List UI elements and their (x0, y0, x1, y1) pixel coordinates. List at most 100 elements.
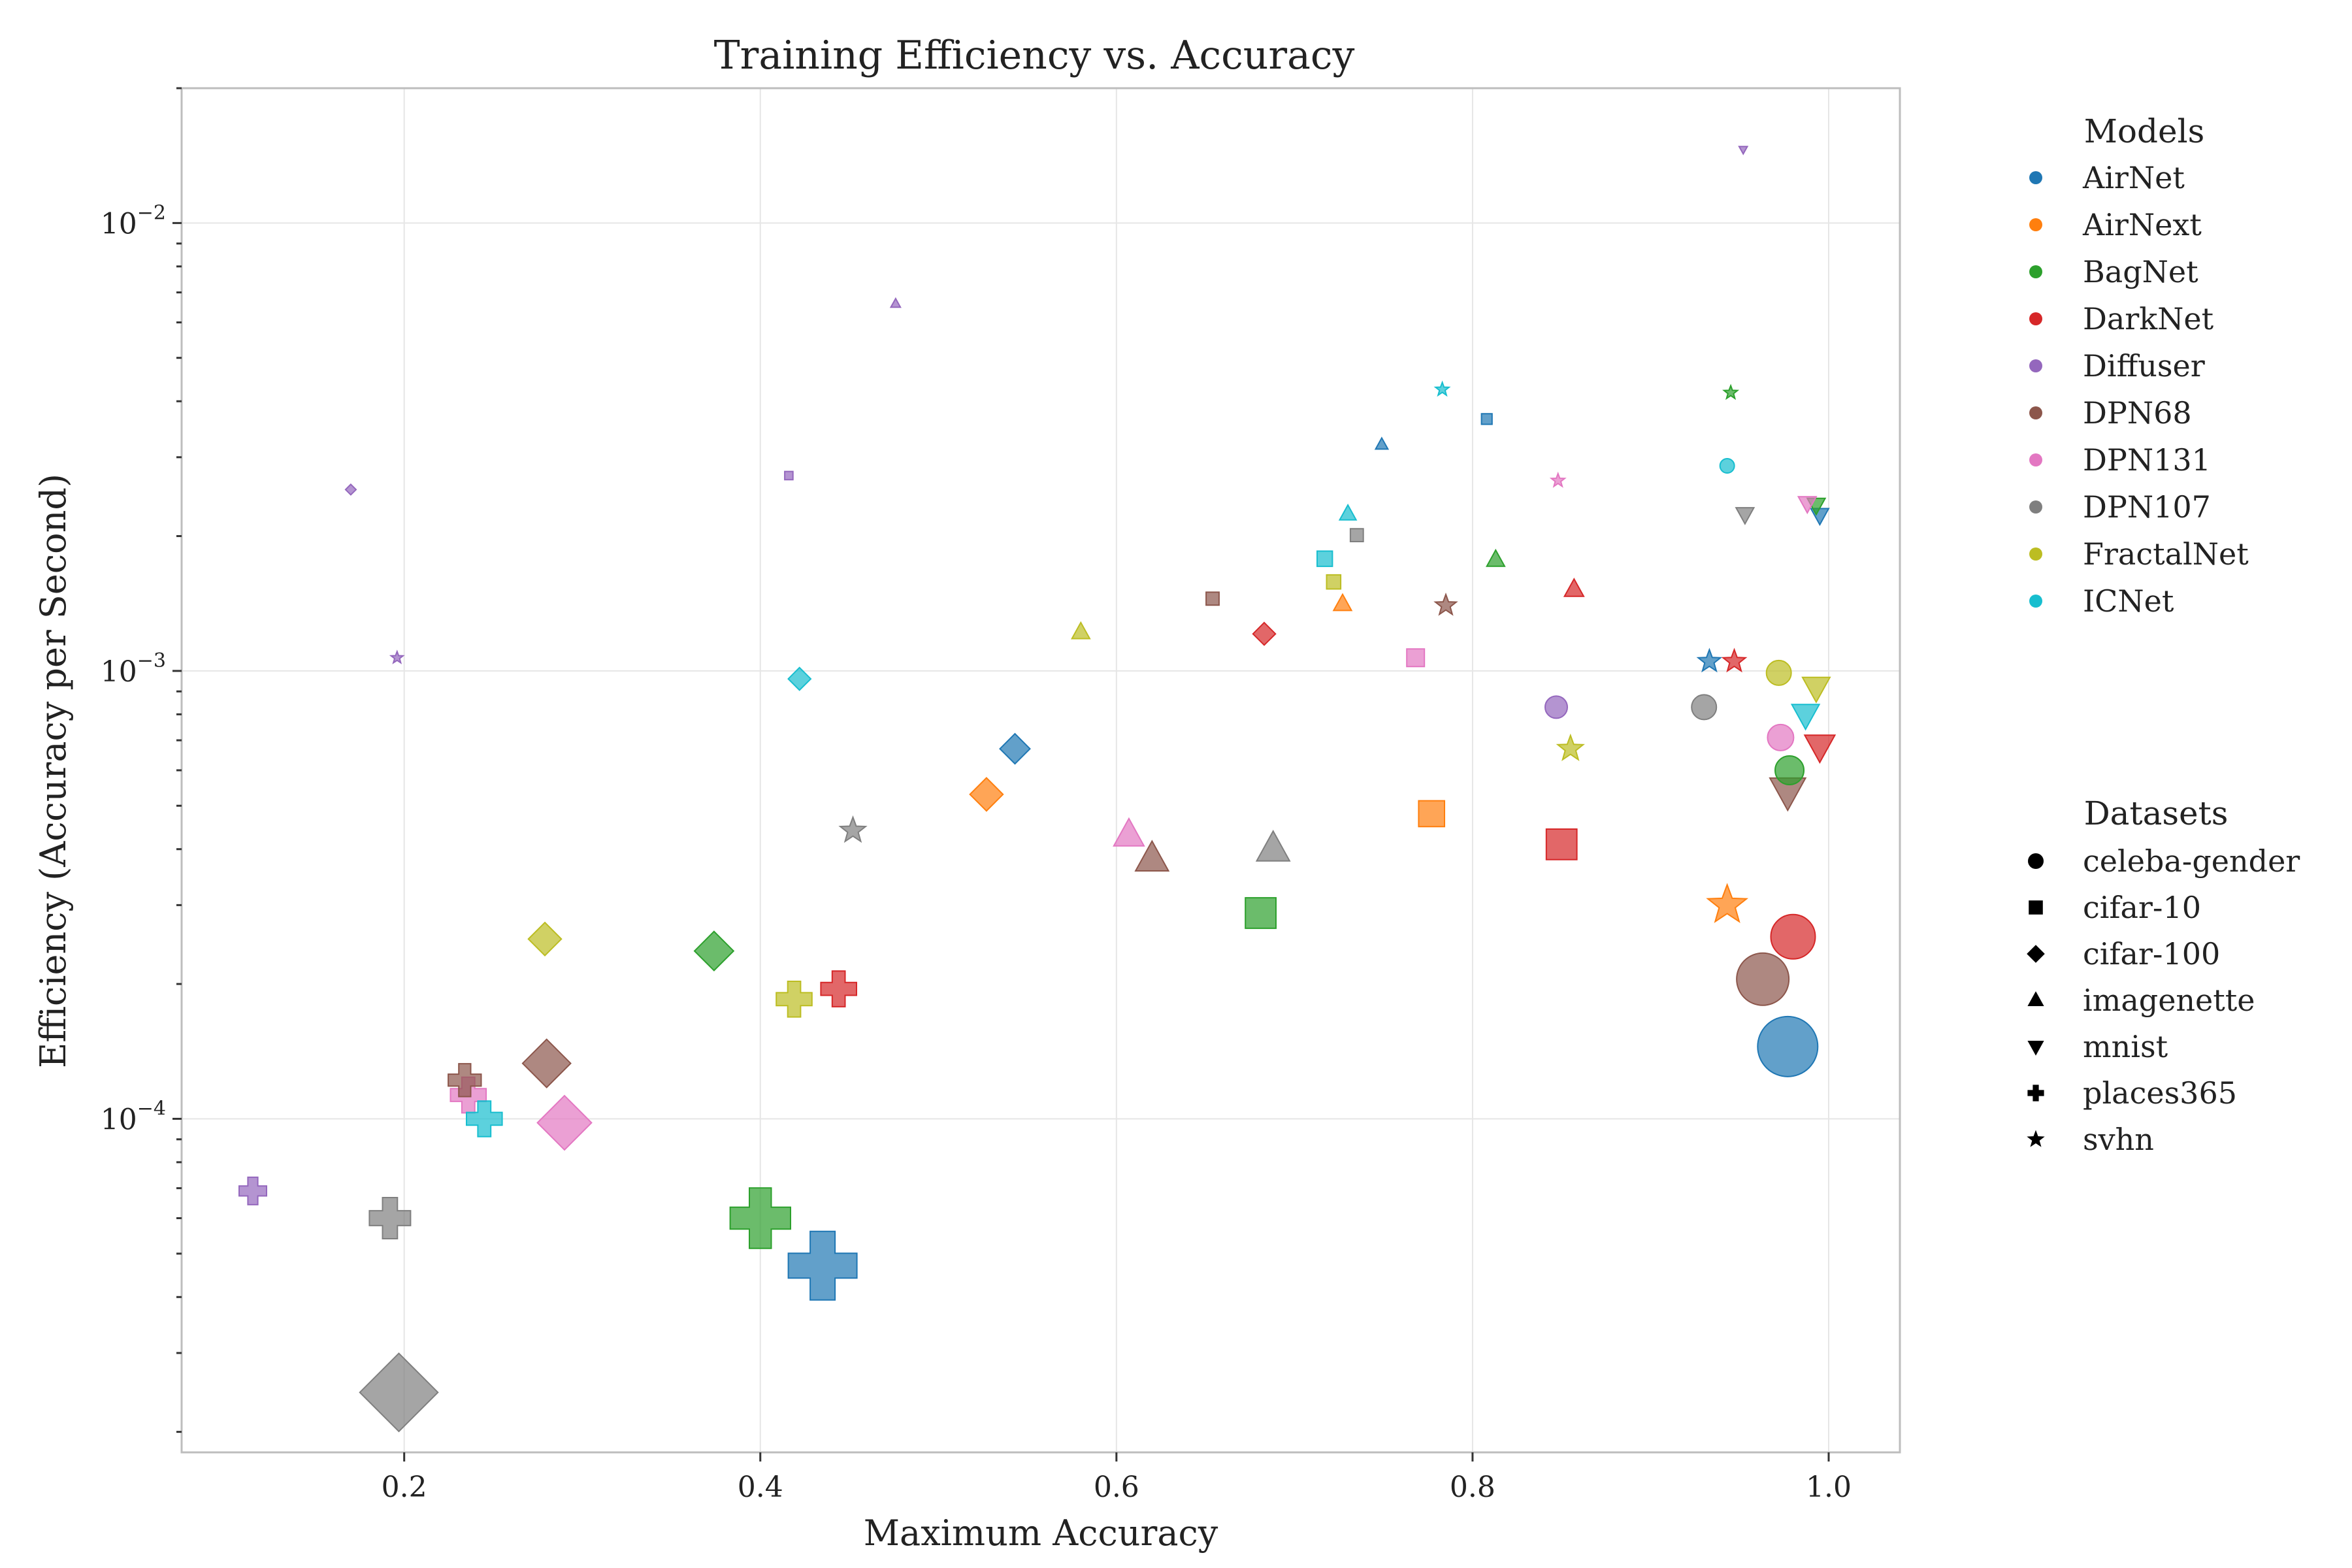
data-point (1774, 755, 1805, 785)
x-axis-label: Maximum Accuracy (864, 1512, 1218, 1554)
x-tick-label: 1.0 (1806, 1471, 1852, 1504)
data-point (1545, 828, 1578, 860)
x-tick-label: 0.4 (738, 1471, 783, 1504)
data-point (1486, 548, 1506, 567)
data-point (1433, 592, 1458, 616)
data-point (1418, 800, 1445, 828)
legend-dataset-label: svhn (2083, 1122, 2154, 1157)
data-point (389, 649, 405, 664)
legend-model-swatch (2029, 500, 2042, 514)
legend-model-label: FractalNet (2083, 536, 2249, 572)
data-point (1767, 723, 1795, 751)
data-point (999, 732, 1031, 765)
legend-dataset-marker (2027, 991, 2044, 1006)
data-point (536, 1094, 593, 1151)
data-point (1801, 676, 1831, 704)
data-point (1721, 647, 1748, 673)
y-tick-label: 10−3 (101, 649, 166, 689)
legend-model-swatch (2029, 406, 2042, 419)
data-point (1433, 380, 1451, 397)
data-point (787, 1230, 858, 1301)
data-point (1696, 647, 1723, 673)
data-point (820, 970, 857, 1007)
data-point (1338, 503, 1358, 521)
x-tick-label: 0.8 (1450, 1471, 1495, 1504)
chart-title: Training Efficiency vs. Accuracy (714, 33, 1355, 78)
legend-model-swatch (2029, 312, 2042, 325)
data-point (1252, 621, 1277, 646)
legend-dataset-label: places365 (2083, 1075, 2237, 1111)
data-points (238, 146, 1837, 1433)
legend-model-swatch (2029, 265, 2042, 278)
legend-model-label: DarkNet (2083, 301, 2214, 336)
data-point (1765, 659, 1792, 686)
data-point (1326, 574, 1342, 590)
legend-dataset-label: celeba-gender (2083, 843, 2300, 879)
y-axis-label: Efficiency (Accuracy per Second) (33, 474, 74, 1068)
data-point (1706, 883, 1749, 923)
data-point (1719, 458, 1735, 474)
legend-model-label: AirNext (2082, 207, 2202, 242)
data-point (527, 921, 563, 957)
legend-dataset-label: cifar-100 (2083, 936, 2220, 972)
data-point (1406, 648, 1426, 668)
legend-dataset-label: imagenette (2083, 983, 2255, 1018)
data-point (368, 1197, 412, 1239)
data-point (1374, 436, 1390, 450)
data-point (729, 1187, 791, 1249)
y-tick-label: 10−4 (101, 1097, 166, 1136)
data-point (466, 1100, 503, 1137)
data-point (1480, 413, 1493, 425)
data-point (838, 815, 868, 843)
data-point (1316, 550, 1333, 567)
data-point (344, 483, 357, 496)
data-point (1735, 507, 1756, 525)
data-point (1757, 1015, 1819, 1077)
legend-model-swatch (2029, 359, 2042, 372)
y-axis-ticks: 10−4 10−3 10−2 (101, 87, 182, 1433)
data-point (359, 1352, 439, 1433)
data-point (1205, 591, 1220, 606)
legend-model-swatch (2029, 218, 2042, 231)
data-point (1790, 704, 1821, 731)
data-point (1691, 694, 1718, 721)
data-point (1722, 384, 1740, 400)
data-point (787, 666, 812, 691)
data-point (448, 1063, 482, 1098)
legend-model-swatch (2029, 171, 2042, 184)
data-point (1736, 952, 1790, 1006)
legend-dataset-marker (2027, 945, 2045, 963)
datasets-legend: Datasets celeba-gender cifar-10 cifar-100 i… (2027, 794, 2300, 1157)
legend-model-swatch (2029, 547, 2042, 561)
data-point (1556, 733, 1585, 762)
data-point (238, 1176, 267, 1205)
data-point (1332, 593, 1353, 612)
data-point (1797, 496, 1818, 515)
legend-model-label: AirNet (2082, 160, 2185, 195)
legend-dataset-marker (2029, 900, 2043, 915)
legend-dataset-marker (2028, 853, 2044, 869)
legend-model-swatch (2029, 453, 2042, 466)
models-legend-title: Models (2084, 112, 2205, 150)
data-point (1245, 897, 1277, 929)
data-point (1544, 695, 1568, 719)
legend-model-swatch (2029, 595, 2042, 608)
data-point (693, 930, 735, 972)
data-point (1549, 471, 1567, 488)
data-point (1255, 830, 1291, 862)
y-tick-label: 10−2 (101, 201, 166, 240)
data-point (1071, 621, 1091, 640)
datasets-legend-title: Datasets (2084, 794, 2229, 832)
data-point (1738, 146, 1749, 155)
data-point (1113, 817, 1145, 847)
legend-model-label: DPN107 (2083, 489, 2211, 525)
data-point (1770, 913, 1816, 960)
data-point (1803, 734, 1837, 764)
models-legend: Models AirNet AirNext BagNet DarkNet Diffuse… (2029, 112, 2249, 619)
x-tick-label: 0.2 (382, 1471, 427, 1504)
legend-model-label: ICNet (2083, 583, 2174, 619)
data-point (1349, 528, 1364, 542)
data-point (784, 470, 794, 481)
data-point (889, 297, 902, 308)
